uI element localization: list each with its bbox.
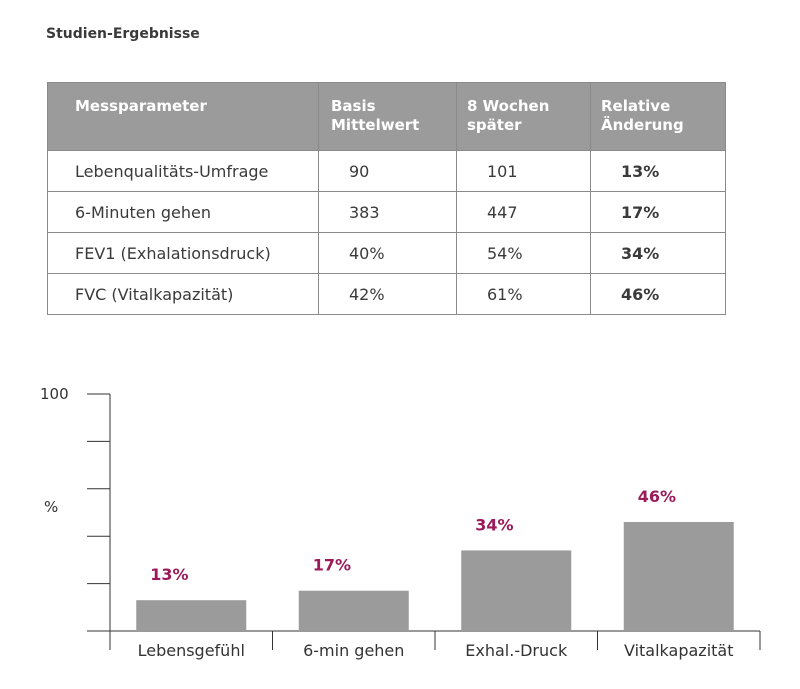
header-line: 8 Wochen: [467, 97, 550, 115]
x-tick-label: 6-min gehen: [303, 641, 404, 660]
bar: [623, 521, 734, 631]
table-row: FEV1 (Exhalationsdruck) 40% 54% 34%: [47, 232, 726, 274]
table-row: Lebenqualitäts-Umfrage 90 101 13%: [47, 150, 726, 192]
table-row: 6-Minuten gehen 383 447 17%: [47, 191, 726, 233]
cell-baseline: 383: [318, 191, 457, 233]
bar: [298, 590, 409, 631]
bar-value-label: 46%: [638, 487, 676, 506]
header-line: Änderung: [601, 116, 684, 134]
cell-param: 6-Minuten gehen: [47, 191, 319, 233]
header-line: Basis: [331, 97, 376, 115]
bar-value-label: 13%: [150, 565, 188, 584]
cell-param: FEV1 (Exhalationsdruck): [47, 232, 319, 274]
bar-value-label: 34%: [475, 515, 513, 534]
x-tick-label: Vitalkapazität: [624, 641, 734, 660]
header-line: Relative: [601, 97, 671, 115]
chart-plot: 100% 13% Lebensgefühl 17% 6-min gehen 34% Exha…: [40, 385, 761, 660]
header-basis: Basis Mittelwert: [318, 82, 457, 151]
page-title: Studien-Ergebnisse: [46, 26, 200, 42]
table-row: FVC (Vitalkapazität) 42% 61% 46%: [47, 273, 726, 315]
cell-change: 13%: [590, 150, 726, 192]
header-line: Messparameter: [75, 97, 207, 115]
bar: [461, 550, 572, 631]
header-relative-aenderung: Relative Änderung: [590, 82, 726, 151]
header-8-wochen: 8 Wochen später: [456, 82, 591, 151]
x-tick-label: Exhal.-Druck: [465, 641, 568, 660]
cell-change: 46%: [590, 273, 726, 315]
cell-after8: 61%: [456, 273, 591, 315]
cell-param: Lebenqualitäts-Umfrage: [47, 150, 319, 192]
y-tick-label: 100: [40, 385, 69, 403]
results-table: Messparameter Basis Mittelwert 8 Wochen …: [47, 82, 726, 315]
cell-param: FVC (Vitalkapazität): [47, 273, 319, 315]
bar: [136, 600, 247, 631]
header-line: Mittelwert: [331, 116, 420, 134]
cell-baseline: 42%: [318, 273, 457, 315]
cell-change: 17%: [590, 191, 726, 233]
cell-after8: 101: [456, 150, 591, 192]
table-header-row: Messparameter Basis Mittelwert 8 Wochen …: [47, 82, 726, 151]
bar-value-label: 17%: [313, 556, 351, 575]
cell-after8: 447: [456, 191, 591, 233]
header-line: später: [467, 116, 522, 134]
y-axis-label: %: [44, 498, 58, 516]
x-tick-label: Lebensgefühl: [138, 641, 245, 660]
